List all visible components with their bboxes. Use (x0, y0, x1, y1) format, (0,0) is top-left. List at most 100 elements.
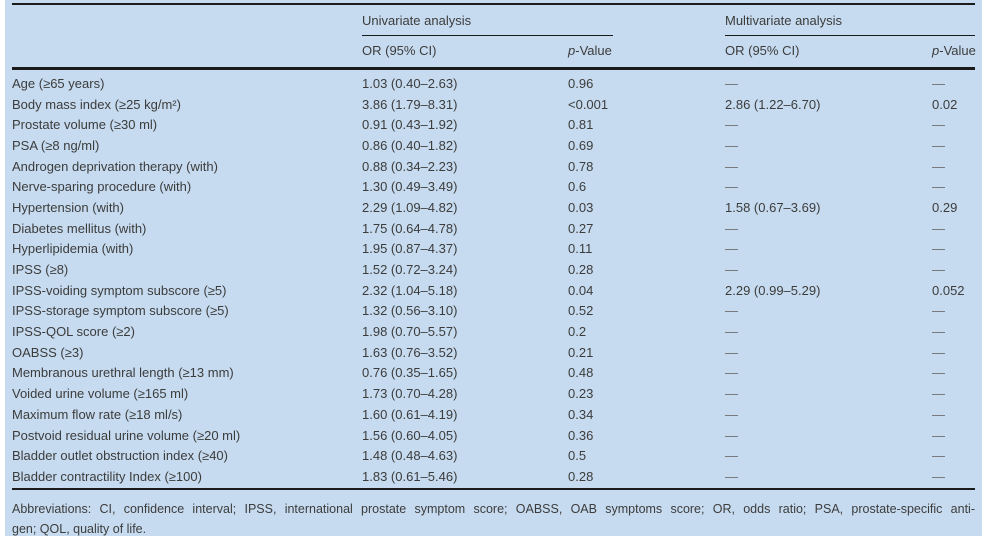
cell-uni-or: 2.32 (1.04–5.18) (362, 282, 458, 298)
cell-multi-p: — (932, 406, 945, 422)
cell-multi-p: — (932, 241, 945, 257)
cell-uni-or: 1.32 (0.56–3.10) (362, 303, 458, 319)
table-row: Nerve-sparing procedure (with) 1.30 (0.49… (12, 176, 975, 197)
table-row: IPSS (≥8) 1.52 (0.72–3.24) 0.28 — — (12, 259, 975, 280)
table-row: Body mass index (≥25 kg/m²) 3.86 (1.79–8.… (12, 94, 975, 115)
cell-uni-p: 0.28 (568, 468, 594, 484)
cell-uni-p: 0.36 (568, 427, 594, 443)
row-label: Nerve-sparing procedure (with) (12, 179, 192, 195)
cell-uni-or: 1.95 (0.87–4.37) (362, 241, 458, 257)
row-label: Bladder outlet obstruction index (≥40) (12, 448, 228, 464)
column-header-p-value-univariate: p-Value (568, 36, 725, 70)
row-label: Maximum flow rate (≥18 ml/s) (12, 406, 183, 422)
cell-uni-or: 1.30 (0.49–3.49) (362, 179, 458, 195)
cell-uni-p: 0.11 (568, 241, 593, 257)
row-label: IPSS-QOL score (≥2) (12, 324, 135, 340)
cell-uni-p: <0.001 (568, 96, 609, 112)
cell-uni-or: 1.98 (0.70–5.57) (362, 324, 458, 340)
table-row: IPSS-voiding symptom subscore (≥5) 2.32 (… (12, 280, 975, 301)
group-header-multivariate: Multivariate analysis (725, 3, 975, 36)
p-value-rest: -Value (575, 43, 612, 58)
cell-uni-p: 0.2 (568, 324, 587, 340)
table-panel: Univariate analysis Multivariate analysi… (5, 0, 982, 536)
cell-uni-or: 1.73 (0.70–4.28) (362, 386, 458, 402)
column-header-p-value-multivariate: p-Value (932, 36, 976, 70)
row-label: IPSS (≥8) (12, 262, 69, 278)
cell-uni-or: 1.63 (0.76–3.52) (362, 344, 458, 360)
cell-multi-p: — (932, 468, 945, 484)
table-row: Age (≥65 years) 1.03 (0.40–2.63) 0.96 — — (12, 69, 975, 94)
cell-uni-or: 2.29 (1.09–4.82) (362, 199, 458, 215)
column-header-or-ci-multivariate: OR (95% CI) (725, 36, 932, 70)
row-label: OABSS (≥3) (12, 344, 84, 360)
cell-multi-p: — (932, 262, 945, 278)
row-label: Bladder contractility Index (≥100) (12, 468, 202, 484)
cell-uni-or: 3.86 (1.79–8.31) (362, 96, 458, 112)
cell-uni-or: 0.86 (0.40–1.82) (362, 137, 458, 153)
column-header-row: OR (95% CI) p-Value OR (95% CI) p-Value (12, 36, 976, 70)
cell-multi-p: — (932, 303, 945, 319)
table-head: Univariate analysis Multivariate analysi… (12, 3, 976, 70)
table-row: Postvoid residual urine volume (≥20 ml) 1… (12, 425, 975, 446)
cell-uni-p: 0.52 (568, 303, 594, 319)
table-row: Membranous urethral length (≥13 mm) 0.76 … (12, 363, 975, 384)
table-row: Bladder contractility Index (≥100) 1.83 (… (12, 466, 975, 487)
cell-uni-p: 0.03 (568, 199, 594, 215)
cell-uni-p: 0.5 (568, 448, 587, 464)
cell-multi-or: — (725, 468, 738, 484)
row-label: Postvoid residual urine volume (≥20 ml) (12, 427, 241, 443)
group-header-univariate-label: Univariate analysis (362, 13, 613, 36)
p-value-rest: -Value (939, 43, 976, 58)
table-row: Prostate volume (≥30 ml) 0.91 (0.43–1.92)… (12, 114, 975, 135)
row-label: Androgen deprivation therapy (with) (12, 158, 218, 174)
cell-uni-or: 0.76 (0.35–1.65) (362, 365, 458, 381)
cell-uni-p: 0.48 (568, 365, 594, 381)
cell-multi-p: — (932, 75, 945, 91)
row-label: Membranous urethral length (≥13 mm) (12, 365, 234, 381)
row-label: Voided urine volume (≥165 ml) (12, 386, 189, 402)
group-header-univariate: Univariate analysis (362, 3, 725, 36)
group-header-empty (12, 3, 362, 36)
cell-multi-p: — (932, 117, 945, 133)
cell-multi-or: — (725, 262, 738, 278)
cell-uni-p: 0.96 (568, 75, 594, 91)
cell-uni-or: 1.48 (0.48–4.63) (362, 448, 458, 464)
cell-uni-or: 1.52 (0.72–3.24) (362, 262, 458, 278)
table-row: IPSS-QOL score (≥2) 1.98 (0.70–5.57) 0.2 — — (12, 321, 975, 342)
cell-uni-or: 1.83 (0.61–5.46) (362, 468, 458, 484)
cell-multi-or: — (725, 179, 738, 195)
cell-uni-or: 1.03 (0.40–2.63) (362, 75, 458, 91)
cell-multi-p: — (932, 179, 945, 195)
cell-multi-or: — (725, 117, 738, 133)
cell-uni-p: 0.21 (568, 344, 594, 360)
row-label: Age (≥65 years) (12, 75, 105, 91)
cell-multi-or: 2.29 (0.99–5.29) (725, 282, 821, 298)
cell-multi-p: — (932, 427, 945, 443)
table-row: Diabetes mellitus (with) 1.75 (0.64–4.78)… (12, 218, 975, 239)
cell-uni-p: 0.34 (568, 406, 594, 422)
cell-multi-p: — (932, 448, 945, 464)
cell-multi-p: — (932, 386, 945, 402)
cell-multi-or: — (725, 365, 738, 381)
row-label: Hypertension (with) (12, 199, 124, 215)
cell-uni-p: 0.28 (568, 262, 594, 278)
p-italic: p (568, 43, 576, 58)
cell-uni-p: 0.04 (568, 282, 594, 298)
cell-uni-p: 0.81 (568, 117, 594, 133)
cell-multi-or: 1.58 (0.67–3.69) (725, 199, 821, 215)
analysis-table: Univariate analysis Multivariate analysi… (12, 3, 976, 487)
column-header-or-ci-univariate: OR (95% CI) (362, 36, 568, 70)
cell-multi-or: — (725, 303, 738, 319)
cell-multi-or: — (725, 137, 738, 153)
footnote-line-2: gen; QOL, quality of life. (12, 521, 147, 536)
cell-uni-p: 0.27 (568, 220, 594, 236)
cell-uni-or: 1.60 (0.61–4.19) (362, 406, 458, 422)
cell-multi-or: — (725, 427, 738, 443)
cell-multi-or: — (725, 448, 738, 464)
row-label: IPSS-voiding symptom subscore (≥5) (12, 282, 227, 298)
cell-uni-p: 0.78 (568, 158, 594, 174)
cell-uni-or: 1.56 (0.60–4.05) (362, 427, 458, 443)
footnote-line-1: Abbreviations: CI, confidence interval; … (12, 501, 975, 516)
row-label: Prostate volume (≥30 ml) (12, 117, 158, 133)
column-header-empty (12, 36, 362, 70)
